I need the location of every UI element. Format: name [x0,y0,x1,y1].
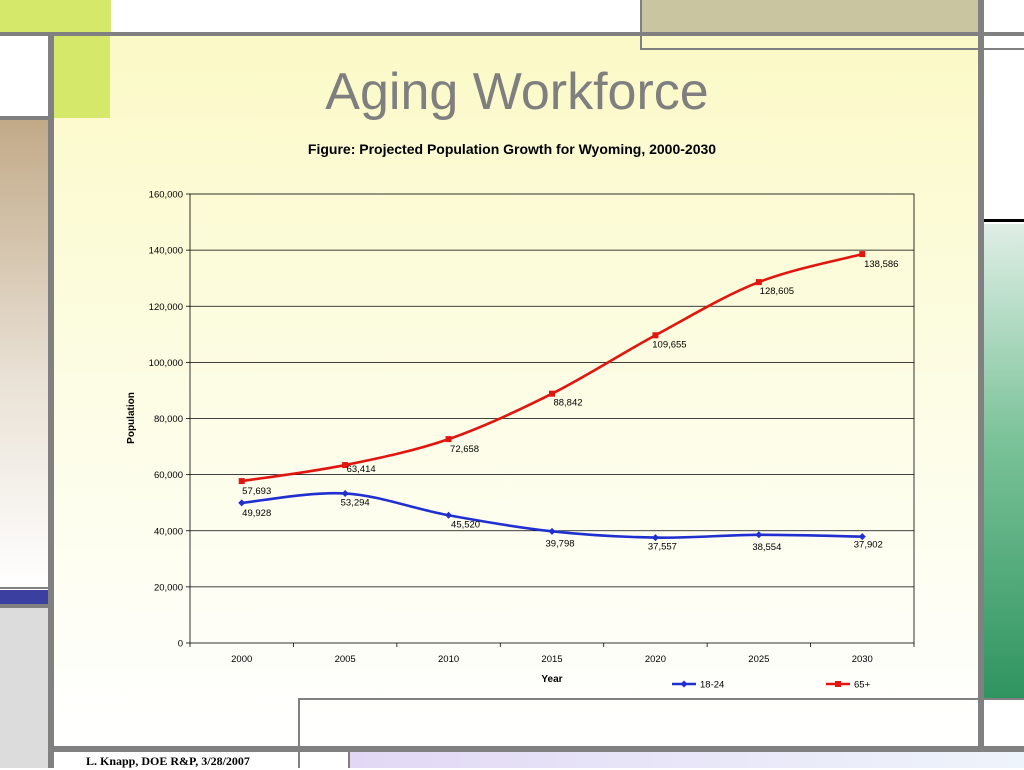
x-tick-label: 2030 [852,654,873,665]
data-label: 53,294 [341,497,370,508]
frame-bar-top [0,32,1024,36]
data-point [755,531,763,539]
data-label: 49,928 [242,508,271,519]
accent-strip-gray [0,608,48,768]
slide-title: Aging Workforce [325,63,709,121]
x-axis-ticks: 2000 2005 2010 2015 2020 2025 2030 [189,643,915,665]
y-axis-ticks: 0 20,000 40,000 60,000 80,000 100,000 120,000 1… [149,190,190,650]
frame-bar-bottom [48,746,1024,752]
chart-legend: 18-24 65+ [672,680,871,691]
chart-title: Figure: Projected Population Growth for … [307,141,717,157]
chart-gridlines [190,249,914,588]
frame-bar-left [48,32,54,768]
accent-strip-tan [0,120,48,588]
data-point [548,527,556,535]
y-tick-label: 0 [178,639,183,650]
data-label: 72,658 [450,444,479,455]
data-point [342,462,349,469]
data-point [859,251,866,258]
slide-panel [54,34,980,748]
chart-data-labels: 49,928 53,294 45,520 39,798 37,557 38,554 37,9… [242,259,898,553]
legend-label: 65+ [854,680,871,691]
legend-marker [835,681,841,687]
accent-square-green [54,36,110,118]
y-axis-title: Population [126,392,137,444]
data-label: 109,655 [652,339,686,350]
x-tick-label: 2020 [645,654,666,665]
y-tick-label: 20,000 [154,582,183,593]
chart-series [238,251,866,542]
data-label: 63,414 [347,464,376,475]
x-tick-label: 2025 [748,654,769,665]
data-point [341,489,349,497]
accent-square-top-left [0,0,111,32]
frame-line-bottom-box-v [298,698,300,768]
frame-line-right-black [984,219,1024,222]
data-label: 37,902 [854,540,883,551]
data-point [755,279,762,286]
frame-line-top-right [640,0,642,50]
data-label: 45,520 [451,519,480,530]
accent-strip-green [984,224,1024,698]
y-tick-label: 60,000 [154,470,183,481]
data-point [238,499,246,507]
chart-axes [189,193,915,644]
y-tick-label: 100,000 [149,358,183,369]
x-tick-label: 2005 [335,654,356,665]
data-label: 38,554 [752,542,781,553]
frame-line-bottom-box [298,698,978,700]
legend-label: 18-24 [700,680,724,691]
data-label: 138,586 [864,259,898,270]
y-tick-label: 120,000 [149,302,183,313]
accent-block-olive [640,0,978,32]
frame-line-bottom-v2 [348,752,350,768]
frame-line-left-1 [0,116,48,120]
data-label: 128,605 [760,286,794,297]
y-tick-label: 140,000 [149,246,183,257]
legend-marker [680,680,688,688]
frame-bar-right [978,0,984,748]
data-point [858,533,866,541]
data-label: 57,693 [242,486,271,497]
y-tick-label: 80,000 [154,414,183,425]
x-tick-label: 2000 [231,654,252,665]
frame-line-right-2 [984,698,1024,700]
x-axis-title: Year [541,674,562,685]
frame-line-left-2 [0,587,48,589]
data-point [445,436,452,443]
data-point [651,534,659,542]
y-tick-label: 40,000 [154,526,183,537]
slide-footer: L. Knapp, DOE R&P, 3/28/2007 [86,754,250,768]
plot-area [189,193,915,644]
accent-strip-navy [0,590,48,604]
data-label: 88,842 [553,398,582,409]
x-tick-label: 2015 [541,654,562,665]
data-point [445,511,453,519]
x-tick-label: 2010 [438,654,459,665]
accent-strip-lavender [350,752,1024,768]
data-point [549,390,555,397]
y-tick-label: 160,000 [149,190,183,201]
frame-line-left-3 [0,604,48,608]
data-label: 39,798 [545,538,574,549]
data-point [652,332,659,339]
data-point [238,478,245,485]
data-label: 37,557 [648,542,677,553]
frame-line-top-right-h [640,48,1024,50]
